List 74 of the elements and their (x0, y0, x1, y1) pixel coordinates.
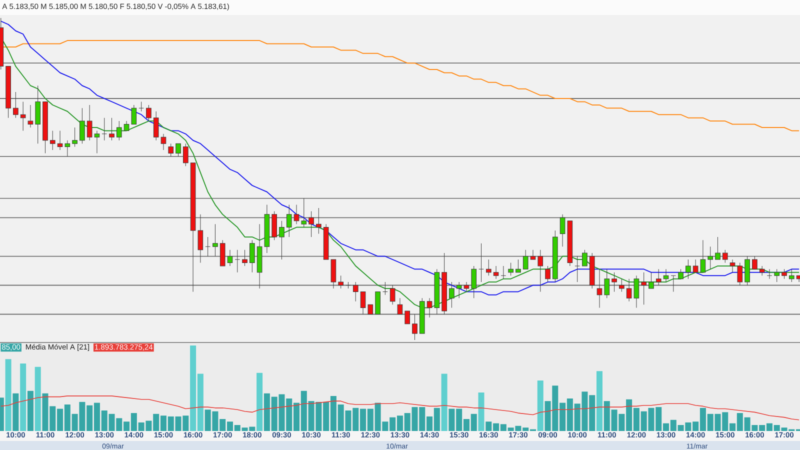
candlestick (64, 140, 70, 157)
candlestick (759, 266, 765, 276)
candlestick (390, 285, 396, 305)
bar (34, 366, 41, 431)
candlestick (301, 198, 307, 228)
candlestick (286, 204, 292, 238)
candlestick (612, 272, 617, 292)
candlestick (788, 268, 794, 282)
candlestick (604, 268, 610, 298)
candlestick (146, 104, 152, 122)
bar (12, 393, 19, 431)
candlestick (227, 250, 233, 266)
candlestick (35, 85, 41, 144)
bar (27, 390, 34, 431)
candlestick (552, 230, 558, 282)
candlestick (737, 262, 743, 286)
candlestick (279, 220, 284, 260)
bar (256, 372, 263, 431)
candlestick (13, 92, 18, 118)
candlestick (338, 275, 344, 289)
candlestick (168, 143, 174, 157)
candlestick (730, 259, 736, 273)
candlestick (708, 246, 713, 270)
candlestick (471, 266, 477, 298)
candlestick (183, 143, 188, 166)
candlestick (382, 282, 388, 296)
bar (537, 380, 544, 431)
candlestick (412, 314, 418, 340)
candlestick (316, 208, 322, 234)
candlestick (538, 250, 544, 292)
candlestick (205, 236, 210, 257)
candlestick (72, 127, 78, 148)
bar (5, 359, 12, 431)
candlestick (686, 259, 691, 280)
candlestick (250, 240, 255, 273)
candlestick (138, 101, 144, 112)
candlestick (80, 108, 85, 144)
bar (478, 392, 484, 431)
candlestick (212, 224, 218, 257)
candlestick (294, 204, 300, 224)
candlestick (508, 262, 514, 276)
bar (441, 374, 448, 431)
candlestick (153, 111, 159, 141)
candlestick (20, 101, 26, 131)
candlestick (574, 256, 580, 282)
candlestick (234, 250, 240, 273)
candlestick (57, 130, 63, 150)
candlestick (656, 268, 662, 286)
candlestick (486, 259, 492, 276)
candlestick (774, 268, 780, 282)
candlestick (160, 134, 166, 150)
candlestick (352, 282, 358, 302)
candlestick (102, 118, 108, 141)
bar (20, 363, 26, 431)
candlestick (663, 268, 669, 282)
bar (596, 371, 602, 431)
candlestick (464, 282, 470, 292)
candlestick (589, 252, 595, 289)
candlestick (744, 256, 750, 286)
candlestick (242, 250, 248, 266)
candlestick (50, 130, 56, 150)
candlestick (456, 282, 462, 298)
candlestick (478, 243, 484, 282)
candlestick (308, 210, 314, 238)
candlestick (493, 266, 499, 280)
candlestick (346, 282, 351, 289)
candlestick (500, 266, 506, 280)
candlestick (766, 268, 772, 280)
candlestick (596, 268, 602, 308)
candlestick (449, 282, 454, 308)
candlestick (28, 104, 34, 128)
candlestick (545, 266, 550, 282)
candlestick (641, 272, 646, 305)
candlestick (116, 120, 122, 141)
